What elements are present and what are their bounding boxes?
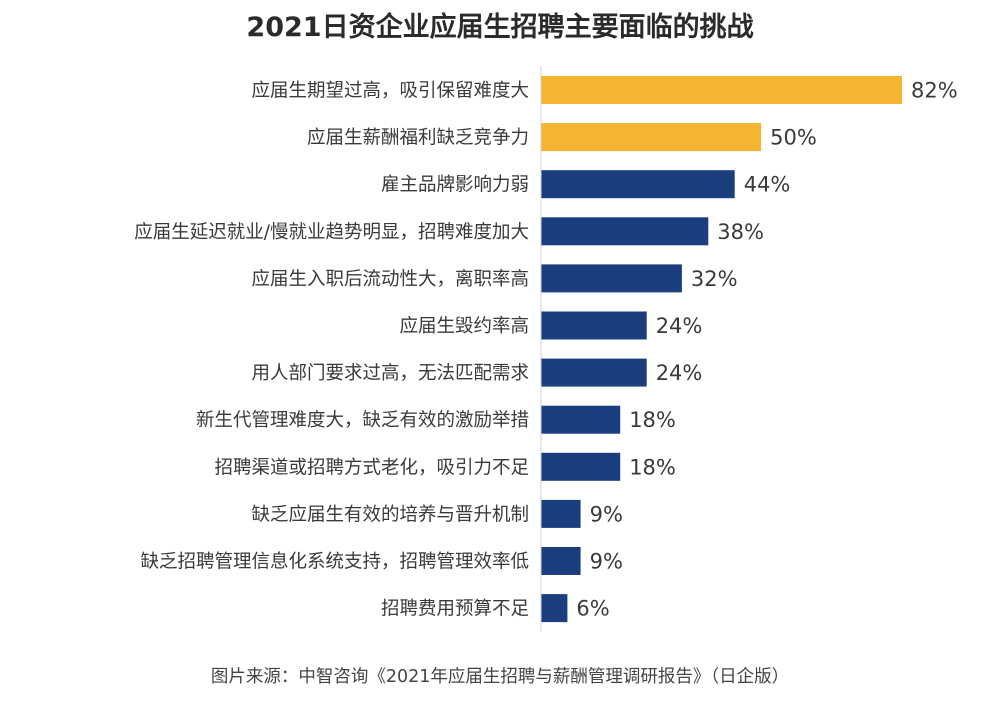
source-note: 图片来源：中智咨询《2021年应届生招聘与薪酬管理调研报告》（日企版）	[211, 667, 789, 687]
bar-3	[541, 170, 735, 199]
value-label-4: 38%	[717, 220, 764, 244]
category-label-8: 新生代管理难度大，缺乏有效的激励举措	[196, 410, 529, 431]
category-label-12: 招聘费用预算不足	[381, 599, 529, 620]
value-label-11: 9%	[590, 550, 623, 574]
value-label-1: 82%	[911, 79, 958, 103]
bar-1	[541, 76, 902, 104]
category-label-1: 应届生期望过高，吸引保留难度大	[251, 81, 529, 102]
bar-2	[541, 123, 762, 152]
value-label-2: 50%	[770, 126, 817, 150]
value-label-7: 24%	[656, 361, 703, 385]
category-label-9: 招聘渠道或招聘方式老化，吸引力不足	[214, 457, 529, 478]
bar-11	[541, 547, 581, 575]
bar-5	[541, 264, 682, 293]
value-label-5: 32%	[691, 267, 738, 291]
bar-10	[541, 499, 581, 528]
value-label-8: 18%	[629, 408, 676, 432]
category-label-3: 雇主品牌影响力弱	[381, 175, 529, 196]
category-label-5: 应届生入职后流动性大，离职率高	[251, 269, 529, 290]
bar-8	[541, 405, 621, 434]
value-label-3: 44%	[744, 173, 791, 197]
bars-group: 应届生期望过高，吸引保留难度大 82% 应届生薪酬福利缺乏竞争力 50% 雇主品牌影响力…	[134, 76, 958, 623]
value-label-9: 18%	[629, 455, 676, 479]
bar-12	[541, 594, 568, 623]
chart-title: 2021日资企业应届生招聘主要面临的挑战	[246, 11, 753, 43]
category-label-2: 应届生薪酬福利缺乏竞争力	[307, 128, 529, 149]
value-label-10: 9%	[590, 502, 623, 526]
value-label-12: 6%	[576, 597, 609, 621]
category-label-10: 缺乏应届生有效的培养与晋升机制	[251, 504, 529, 525]
bar-9	[541, 452, 621, 481]
value-label-6: 24%	[656, 314, 703, 338]
bar-6	[541, 311, 647, 340]
bar-4	[541, 217, 709, 246]
category-label-4: 应届生延迟就业/慢就业趋势明显，招聘难度加大	[134, 222, 529, 243]
category-label-7: 用人部门要求过高，无法匹配需求	[251, 363, 529, 384]
bar-7	[541, 358, 647, 387]
category-label-11: 缺乏招聘管理信息化系统支持，招聘管理效率低	[140, 552, 529, 573]
category-label-6: 应届生毁约率高	[399, 316, 529, 337]
